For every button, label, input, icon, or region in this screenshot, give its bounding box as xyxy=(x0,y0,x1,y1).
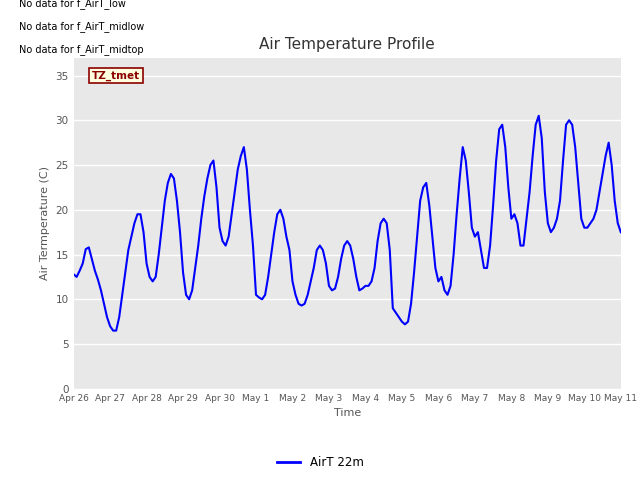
Title: Air Temperature Profile: Air Temperature Profile xyxy=(259,37,435,52)
Y-axis label: Air Termperature (C): Air Termperature (C) xyxy=(40,166,50,280)
Text: No data for f_AirT_low: No data for f_AirT_low xyxy=(19,0,125,9)
Legend: AirT 22m: AirT 22m xyxy=(272,452,368,474)
Text: TZ_tmet: TZ_tmet xyxy=(92,71,140,81)
Text: No data for f_AirT_midlow: No data for f_AirT_midlow xyxy=(19,21,144,32)
Text: No data for f_AirT_midtop: No data for f_AirT_midtop xyxy=(19,44,143,55)
X-axis label: Time: Time xyxy=(333,408,361,418)
